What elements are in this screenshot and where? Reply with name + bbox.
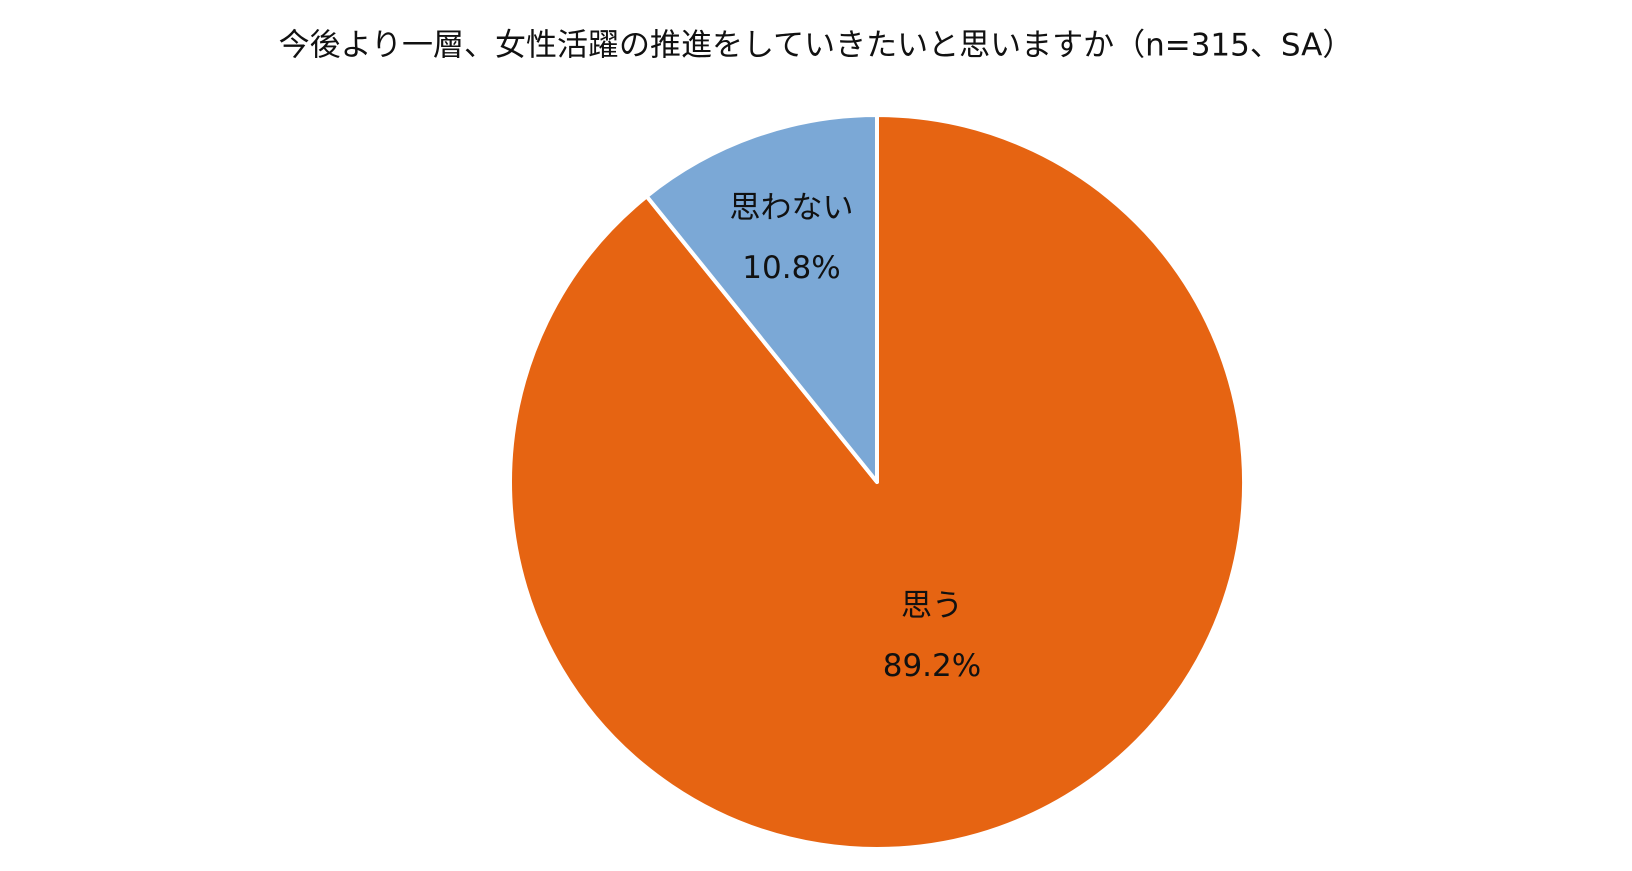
- chart-title: 今後より一層、女性活躍の推進をしていきたいと思いますか（n=315、SA）: [279, 28, 1354, 64]
- slice-category-label: 思う: [901, 588, 963, 624]
- slice-value-label: 10.8%: [742, 250, 840, 286]
- pie-slice: [644, 113, 879, 484]
- slice-value-label: 89.2%: [883, 648, 981, 684]
- slice-category-label: 思わない: [729, 190, 853, 226]
